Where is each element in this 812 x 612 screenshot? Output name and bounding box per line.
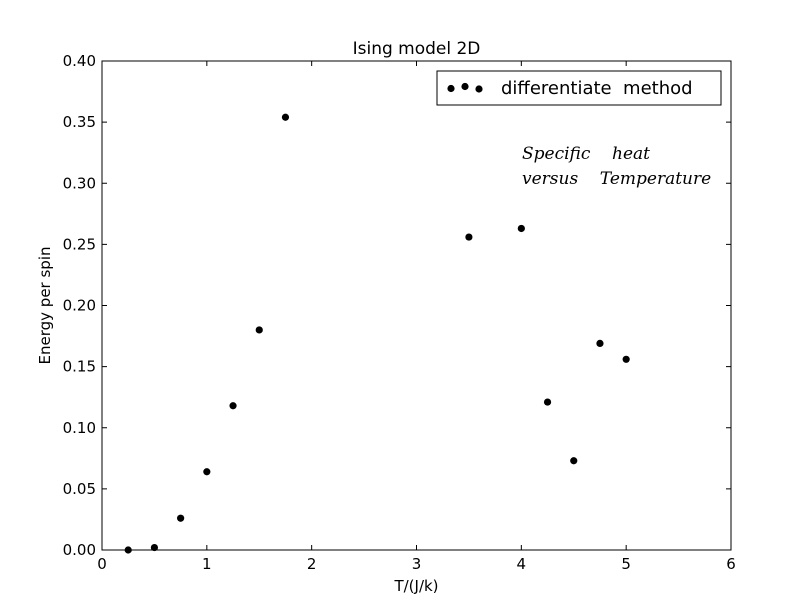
- legend-box: [436, 70, 722, 106]
- x-tick-label: 6: [726, 555, 736, 573]
- annotation-line-1: Specific heat: [522, 144, 650, 164]
- y-tick-label: 0.20: [63, 297, 96, 315]
- data-point: [596, 339, 604, 347]
- data-point: [255, 326, 263, 334]
- plot-frame: [101, 60, 732, 551]
- legend-label: differentiate method: [501, 78, 693, 99]
- x-tick-label: 3: [412, 555, 422, 573]
- x-axis-label: T/(J/k): [393, 577, 438, 595]
- y-tick-label: 0.35: [63, 113, 96, 131]
- y-tick-label: 0.10: [63, 419, 96, 437]
- legend: differentiate method: [436, 70, 722, 106]
- y-tick-label: 0.40: [63, 52, 96, 70]
- legend-marker: [475, 85, 483, 93]
- y-axis-label: Energy per spin: [36, 247, 54, 365]
- x-tick-label: 1: [202, 555, 212, 573]
- y-tick-label: 0.30: [63, 174, 96, 192]
- data-point: [622, 355, 630, 363]
- legend-marker: [447, 84, 455, 93]
- data-point: [281, 113, 290, 121]
- data-point: [177, 514, 185, 522]
- legend-marker: [461, 82, 469, 91]
- data-point: [543, 398, 552, 406]
- x-tick-label: 0: [97, 555, 107, 573]
- axis-ticks: 0 1 2 3 4 5 6 0.00 0.05 0.10 0.15 0.20 0.25 0.30 0.35 0…: [63, 52, 736, 573]
- data-point: [465, 233, 473, 241]
- data-point: [517, 224, 525, 233]
- annotation-line-2: versus Temperature: [522, 169, 711, 189]
- y-tick-label: 0.00: [63, 541, 96, 559]
- x-tick-label: 5: [621, 555, 631, 573]
- scatter-points: [124, 113, 630, 554]
- data-point: [150, 543, 159, 552]
- plot-area: [102, 61, 731, 550]
- x-tick-label: 2: [307, 555, 317, 573]
- x-tick-label: 4: [517, 555, 527, 573]
- y-tick-label: 0.25: [63, 235, 96, 253]
- chart-title: Ising model 2D: [353, 39, 481, 59]
- data-point: [570, 457, 578, 465]
- data-point: [203, 468, 211, 476]
- annotation: Specific heat versus Temperature: [522, 144, 711, 189]
- y-tick-label: 0.05: [63, 480, 96, 498]
- data-point: [229, 402, 237, 410]
- y-tick-label: 0.15: [63, 358, 96, 376]
